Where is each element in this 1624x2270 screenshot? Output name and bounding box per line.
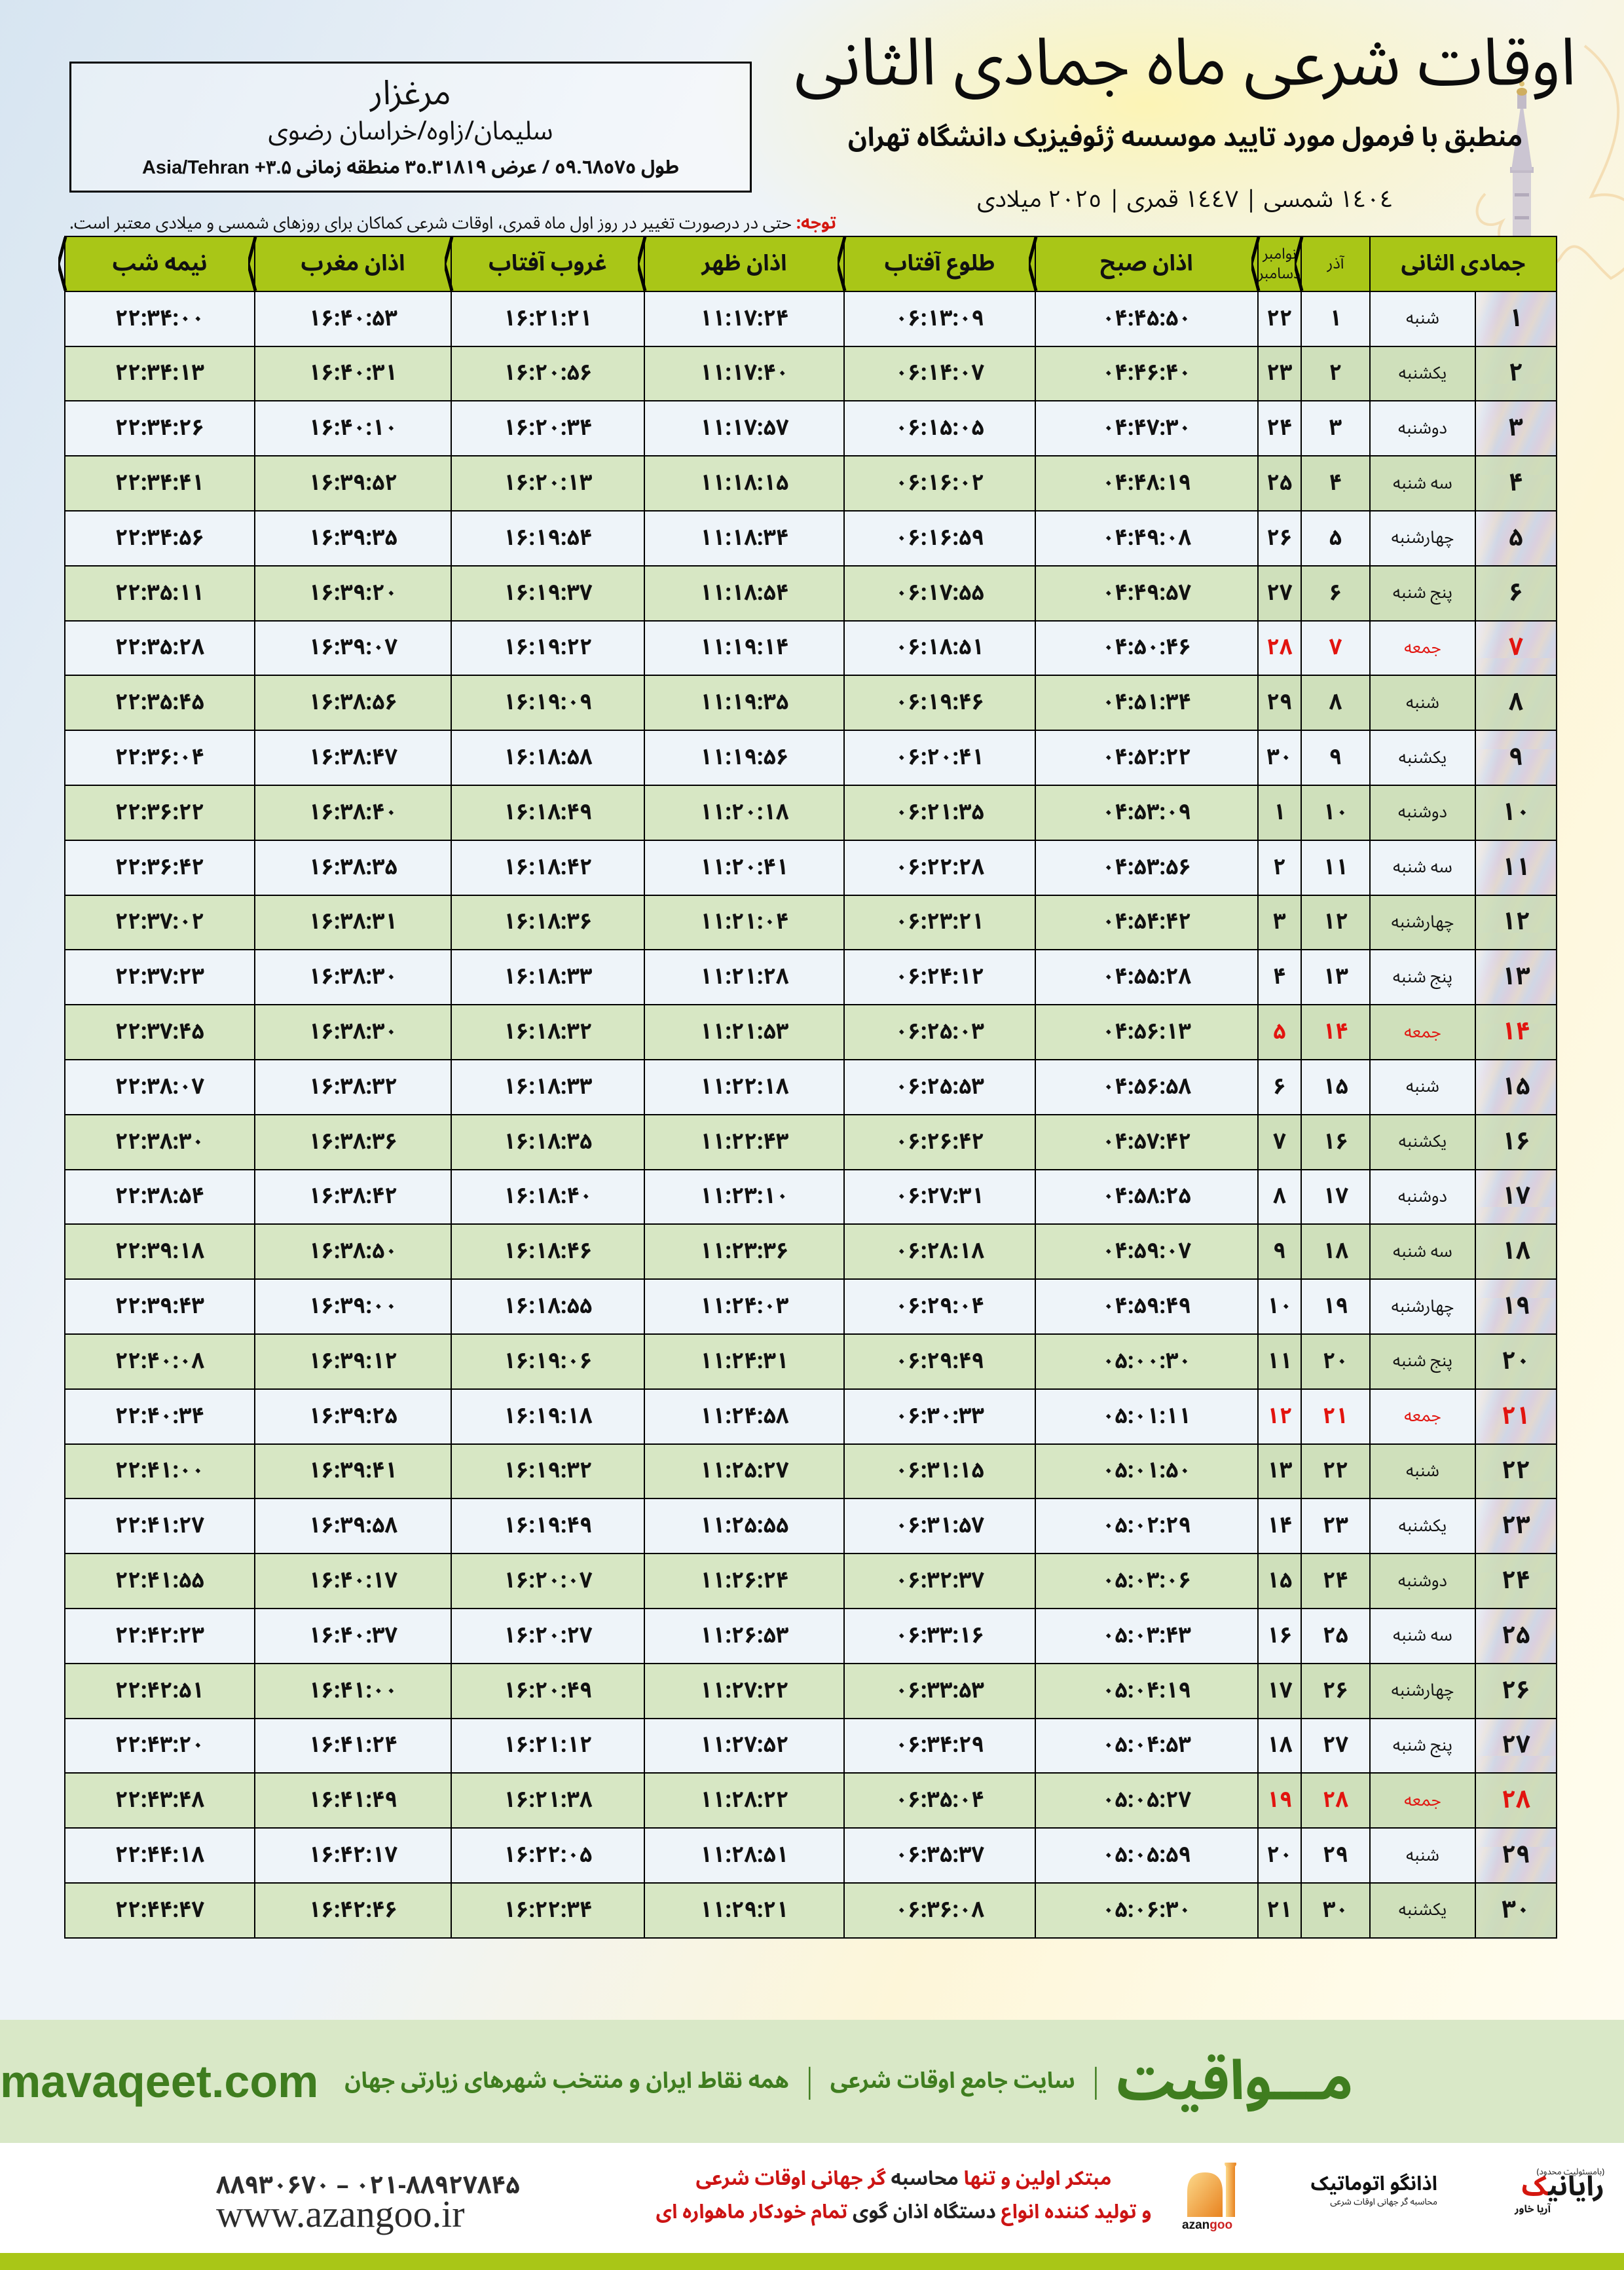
svg-text:azangoo: azangoo — [1182, 2218, 1232, 2232]
svg-text:(بامسئولیت محدود): (بامسئولیت محدود) — [1537, 2163, 1604, 2181]
svg-text:محاسبه گر جهانی اوقات شرعی: محاسبه گر جهانی اوقات شرعی — [1330, 2192, 1437, 2211]
svg-text:آریا خاور: آریا خاور — [1514, 2198, 1551, 2220]
